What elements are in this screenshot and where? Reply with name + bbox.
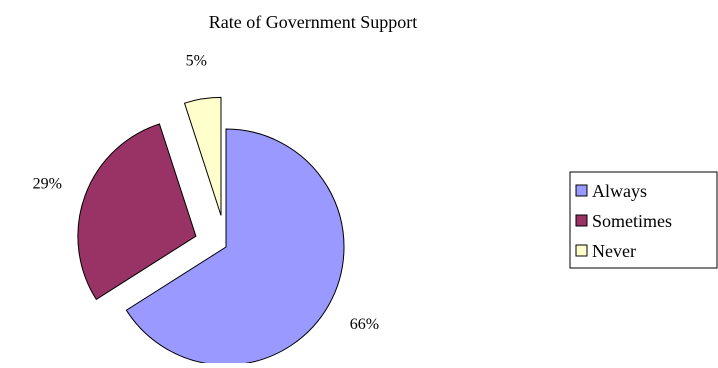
legend: Always Sometimes Never [569,171,718,269]
pie-slice-sometimes [77,123,197,301]
legend-box [569,171,718,269]
data-label-never: 5% [186,52,207,69]
legend-swatch-always [575,184,588,197]
data-label-always: 66% [350,316,379,333]
legend-swatch-sometimes [575,214,588,227]
pie-slice-never [183,96,222,216]
chart-title: Rate of Government Support [209,12,417,32]
legend-swatch-never [575,244,588,257]
legend-label-never: Never [592,241,636,261]
pie-slice-always [125,128,345,366]
legend-label-sometimes: Sometimes [592,211,672,231]
data-label-sometimes: 29% [33,176,62,193]
legend-label-always: Always [592,181,647,201]
